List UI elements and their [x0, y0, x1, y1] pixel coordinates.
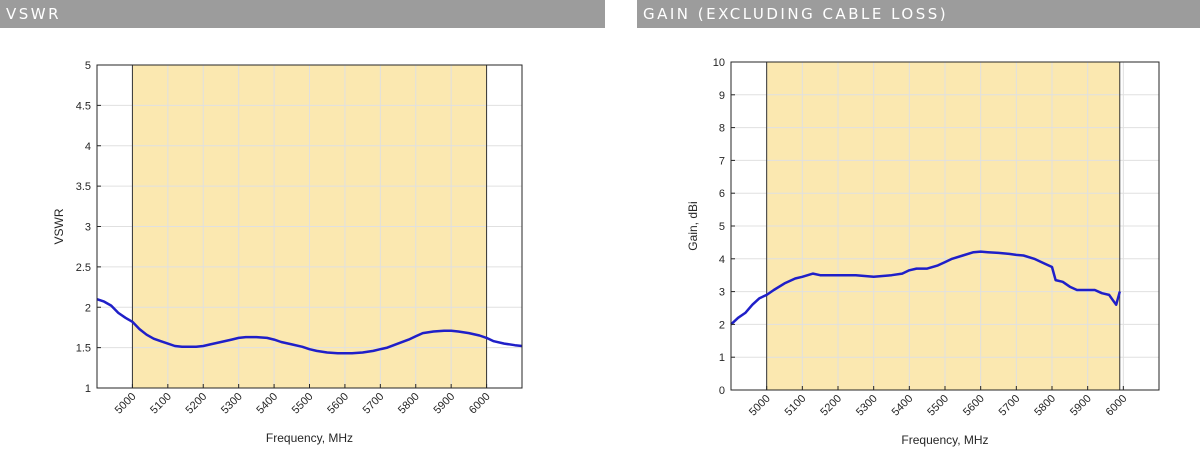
vswr-x-tick-label: 5400 — [254, 391, 280, 417]
gain-x-tick-label: 5100 — [783, 393, 809, 419]
gain-x-axis-label: Frequency, MHz — [901, 433, 988, 447]
vswr-x-tick-label: 5000 — [113, 391, 139, 417]
vswr-y-tick-label: 3 — [85, 222, 91, 234]
vswr-x-tick-label: 5200 — [184, 391, 210, 417]
gain-y-tick-label: 0 — [719, 385, 725, 397]
gain-x-tick-label: 5400 — [890, 393, 916, 419]
vswr-y-tick-label: 4.5 — [76, 100, 91, 112]
vswr-panel: VSWR 1 1.5 2 2.5 3 3.5 4 4.5 5 5000 5100 5200 5300 54… — [0, 0, 605, 445]
vswr-y-tick-label: 5 — [85, 60, 91, 72]
vswr-series-line — [96, 298, 523, 355]
vswr-y-tick-label: 1 — [85, 383, 91, 395]
gain-y-tick-label: 9 — [719, 90, 725, 102]
vswr-y-tick-label: 3.5 — [76, 181, 91, 193]
gain-y-axis-label: Gain, dBi — [686, 201, 700, 250]
vswr-x-tick-label: 5700 — [361, 391, 387, 417]
vswr-x-tick-label: 6000 — [467, 391, 493, 417]
gain-chart: 0 1 2 3 4 5 6 7 8 9 10 5000 5100 5200 5300 5400 5500 5600… — [686, 57, 1160, 447]
vswr-x-tick-label: 5300 — [219, 391, 245, 417]
gain-y-tick-label: 8 — [719, 123, 725, 135]
vswr-y-tick-label: 1.5 — [76, 343, 91, 355]
vswr-x-tick-label: 5500 — [290, 391, 316, 417]
gain-y-tick-label: 1 — [719, 352, 725, 364]
vswr-x-tick-label: 5600 — [325, 391, 351, 417]
vswr-x-axis-label: Frequency, MHz — [266, 431, 353, 445]
gain-x-tick-label: 5000 — [747, 393, 773, 419]
gain-y-tick-label: 4 — [719, 254, 725, 266]
gain-x-tick-label: 5200 — [818, 393, 844, 419]
gain-y-tick-label: 6 — [719, 188, 725, 200]
gain-x-tick-label: 5500 — [925, 393, 951, 419]
vswr-y-tick-label: 2.5 — [76, 262, 91, 274]
vswr-section-header: VSWR — [0, 0, 605, 28]
gain-x-tick-label: 5600 — [961, 393, 987, 419]
vswr-chart: 1 1.5 2 2.5 3 3.5 4 4.5 5 5000 5100 5200 5300 5400 550… — [52, 60, 523, 445]
vswr-x-tick-label: 5900 — [431, 391, 457, 417]
gain-y-tick-label: 3 — [719, 287, 725, 299]
vswr-y-tick-label: 4 — [85, 141, 91, 153]
gain-y-tick-label: 10 — [713, 57, 725, 69]
gain-y-tick-label: 5 — [719, 221, 725, 233]
gain-section-header: GAIN (EXCLUDING CABLE LOSS) — [637, 0, 1200, 28]
vswr-x-tick-label: 5800 — [396, 391, 422, 417]
vswr-y-tick-label: 2 — [85, 302, 91, 314]
gain-x-tick-label: 5800 — [1032, 393, 1058, 419]
gain-x-tick-label: 5900 — [1068, 393, 1094, 419]
gain-y-tick-label: 7 — [719, 155, 725, 167]
gain-series-line — [730, 250, 1122, 326]
gain-x-tick-label: 5300 — [854, 393, 880, 419]
vswr-y-axis-label: VSWR — [52, 208, 66, 244]
gain-x-tick-label: 6000 — [1104, 393, 1130, 419]
gain-y-tick-label: 2 — [719, 319, 725, 331]
gain-panel: GAIN (EXCLUDING CABLE LOSS) 0 1 2 3 4 5 6 7 8 9 10… — [637, 0, 1200, 454]
gain-x-tick-label: 5700 — [997, 393, 1023, 419]
vswr-x-tick-label: 5100 — [148, 391, 174, 417]
